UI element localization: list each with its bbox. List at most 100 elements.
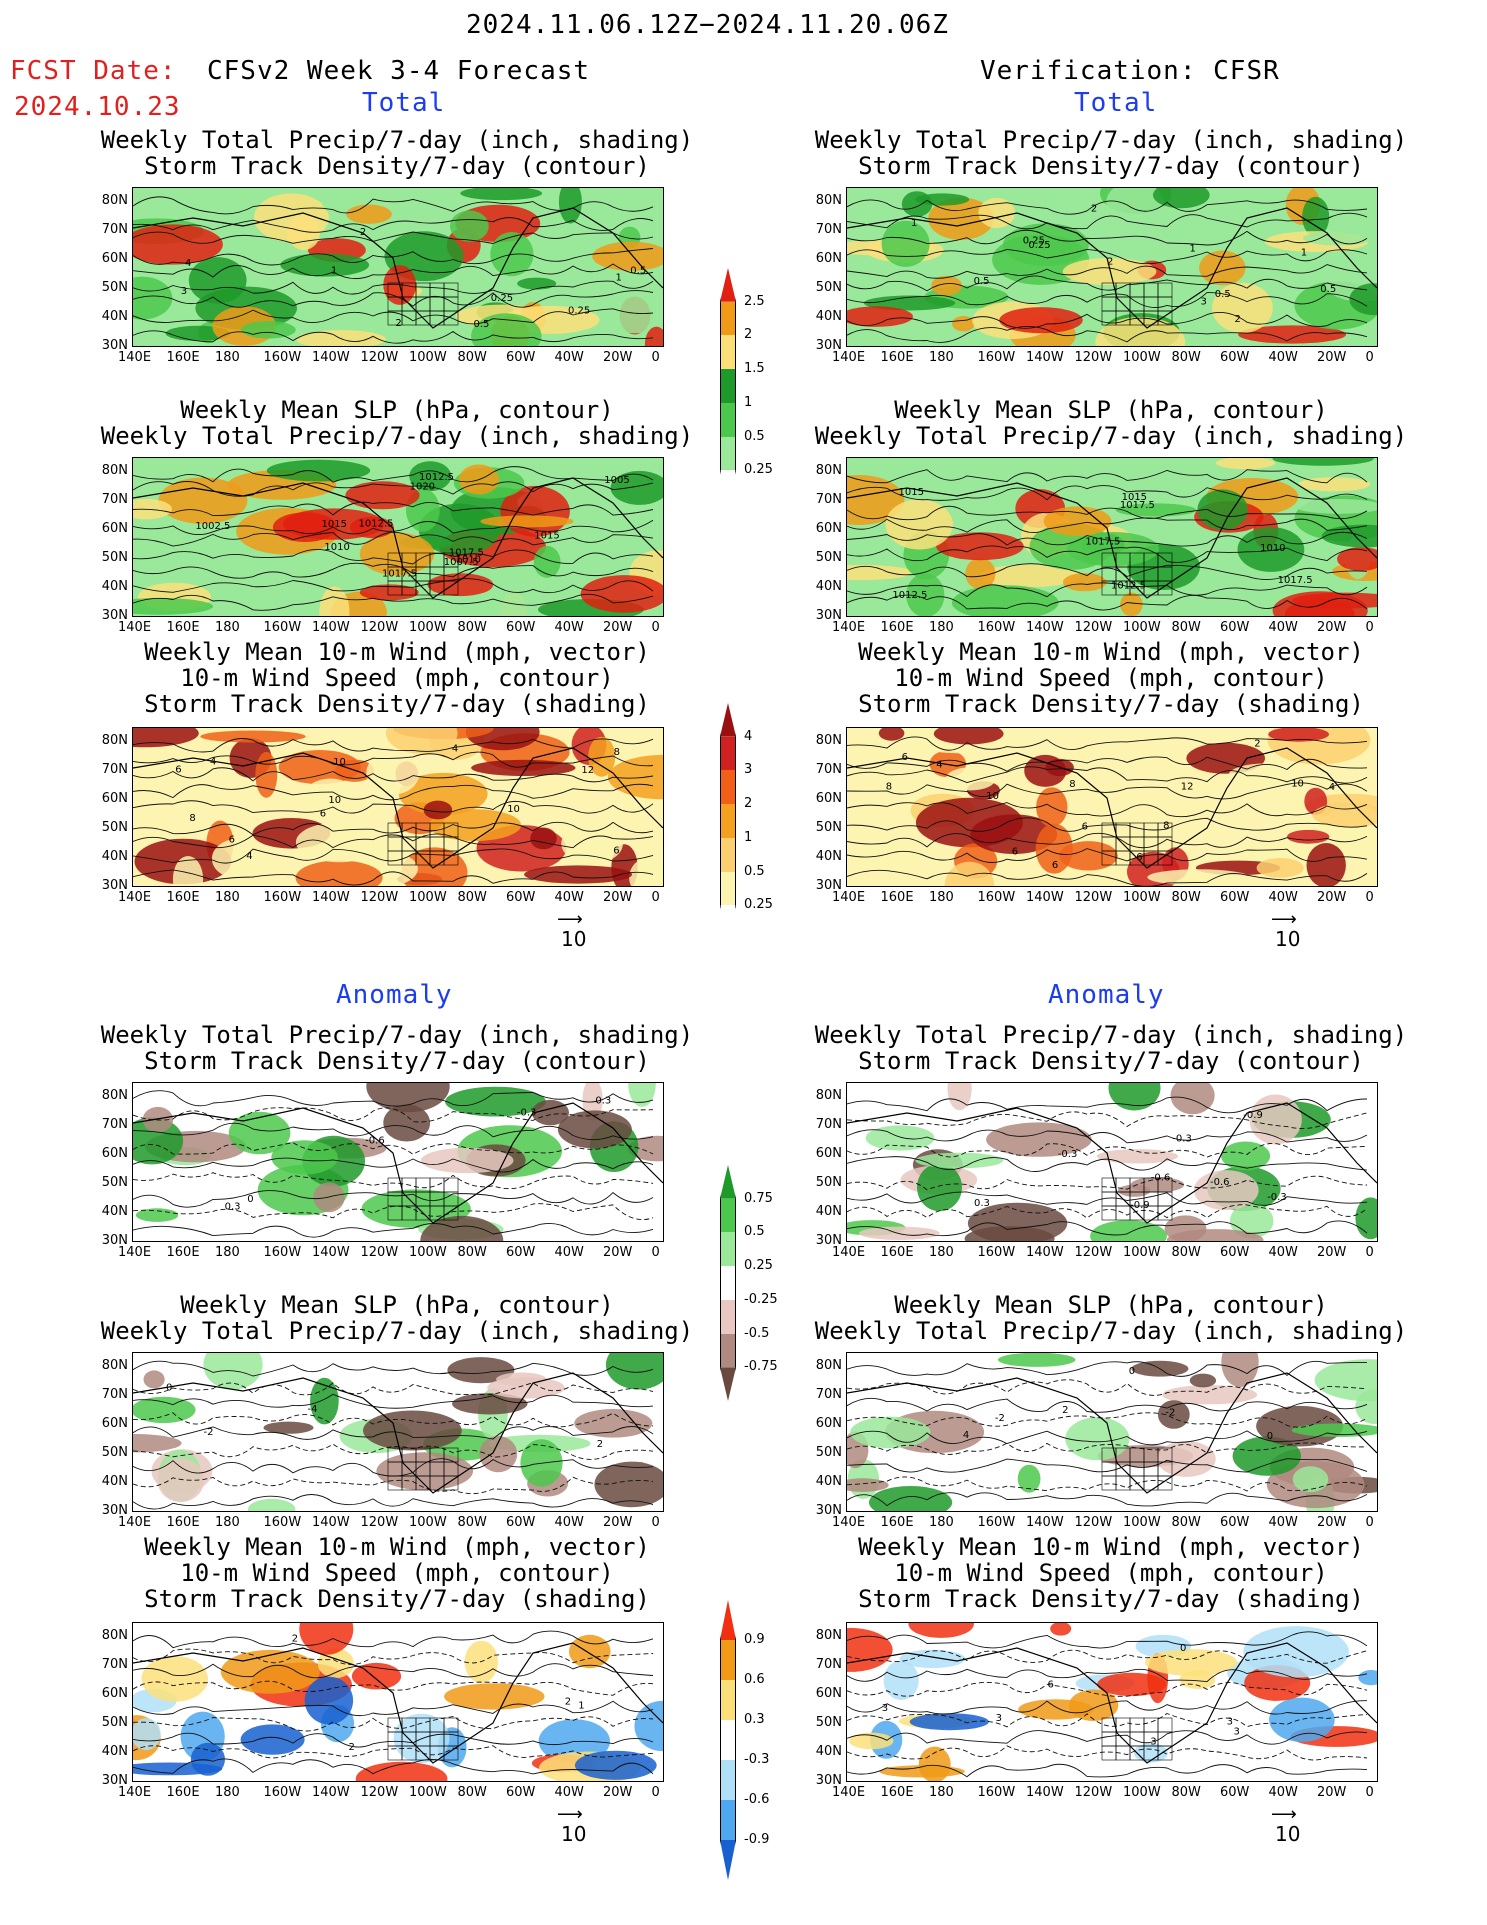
lon-label: 140E [832,350,866,365]
shading-blob [133,1718,161,1751]
colorbar-segment [720,871,736,906]
contour-line [847,229,1368,246]
lon-label: 140W [1026,1515,1064,1530]
lon-label: 60W [506,890,536,905]
shading-blob [1272,458,1374,466]
shading-blob [1147,869,1250,886]
colorbar-label: 2.5 [744,293,765,309]
contour-line [133,231,654,244]
contour-label: 6 [1052,860,1058,871]
p2R-title: Weekly Mean SLP (hPa, contour) Weekly Tot… [796,397,1426,449]
shading-blob [302,778,358,818]
lon-label: 60W [1220,1515,1250,1530]
lon-label: 180 [215,350,240,365]
lon-label: 60W [1220,350,1250,365]
contour-label: -2 [1165,1408,1175,1419]
contour-line [133,1360,654,1377]
panel-title-line: Storm Track Density/7-day (shading) [144,1585,650,1613]
contour-line [847,199,1368,215]
lon-label: 160E [880,1785,914,1800]
colorbar-label: 0.3 [744,1712,765,1727]
lat-label: 30N [815,878,842,893]
lon-label: 0 [1365,350,1374,365]
contour-line [847,1730,1368,1745]
colorbar-segment [720,703,736,737]
lat-label: 50N [101,1715,128,1730]
shading-blob [524,865,633,884]
date-range-title: 2024.11.06.12Z−2024.11.20.06Z [466,10,949,40]
colorbar-segment [720,804,736,838]
contour-line [133,578,654,594]
lon-label: 140E [832,620,866,635]
section-total-left: Total [362,88,446,118]
lon-label: 140W [312,1785,350,1800]
contour-line [847,1360,1368,1377]
contour-line [133,1700,654,1717]
lat-label: 50N [815,550,842,565]
lon-label: 140W [312,1245,350,1260]
p5R-title: Weekly Mean SLP (hPa, contour) Weekly Tot… [796,1292,1426,1344]
panel-title-line: Weekly Total Precip/7-day (inch, shading… [814,126,1408,154]
contour-line [133,562,654,579]
contour-line [847,531,1368,547]
lat-label: 60N [101,1686,128,1701]
colorbar-label: 0.5 [744,428,765,444]
contour-label: 0.5 [630,265,646,276]
shading-blob [605,1353,663,1390]
contour-label: 12 [581,765,594,776]
colorbar-label: -0.25 [744,1291,778,1307]
coastline [847,207,1377,329]
arrow-icon: ⟶ [1271,1804,1297,1825]
contour-line [133,738,654,753]
shading-blob [272,512,338,542]
lon-label: 180 [929,1785,954,1800]
shading-blob [386,728,458,754]
contour-line [847,1649,1368,1664]
lon-label: 160W [263,890,302,905]
colorbar-segment [720,736,736,771]
lat-label: 80N [815,1628,842,1643]
lon-label: 160E [880,1515,914,1530]
lon-label: 100W [409,890,447,905]
contour-line [847,248,1368,265]
contour-line [133,1494,654,1510]
shading-blob [158,477,248,524]
lon-label: 40W [554,890,584,905]
lon-label: 100W [1123,1245,1161,1260]
contour-line [847,1763,1368,1778]
p3L-title: Weekly Mean 10-m Wind (mph, vector) 10-m … [82,639,712,717]
lon-label: 140W [1026,890,1064,905]
contour-label: 1 [1190,244,1196,255]
contour-line [847,782,1368,800]
shading-blob [1212,282,1273,333]
p3R-map: 10 6 8 6 6 4 2 4 12 8 6 6 10 8 [846,727,1378,887]
shading-blob [594,1461,663,1508]
lat-label: 60N [815,1146,842,1161]
contour-label: 1010 [456,555,481,566]
colorbar-segment [720,1680,736,1720]
shading-blob [1302,196,1330,237]
colorbar-label: 0.6 [744,1672,765,1687]
contour-label: -0.3 [1172,1134,1192,1145]
contour-line [133,1758,654,1775]
colorbar-segment [720,770,736,805]
shading-blob [1294,499,1377,514]
contour-line [847,756,1368,772]
contour-line [133,1190,654,1208]
p6R-title: Weekly Mean 10-m Wind (mph, vector) 10-m … [796,1534,1426,1612]
lat-label: 70N [101,1117,128,1132]
lon-label: 80W [1171,1245,1201,1260]
state-boundary [1157,1745,1173,1761]
colorbar-label: 2 [744,327,753,343]
shading-blob [931,275,962,296]
lon-label: 140E [832,1515,866,1530]
contour-label: 8 [1069,779,1075,790]
contour-label: 10 [986,791,999,802]
shading-blob [420,1147,514,1174]
shading-blob [1349,283,1377,316]
contour-line [133,1122,654,1141]
contour-line [847,832,1368,849]
shading-blob [915,1152,1004,1169]
contour-line [847,736,1368,751]
coastline [847,747,1377,869]
